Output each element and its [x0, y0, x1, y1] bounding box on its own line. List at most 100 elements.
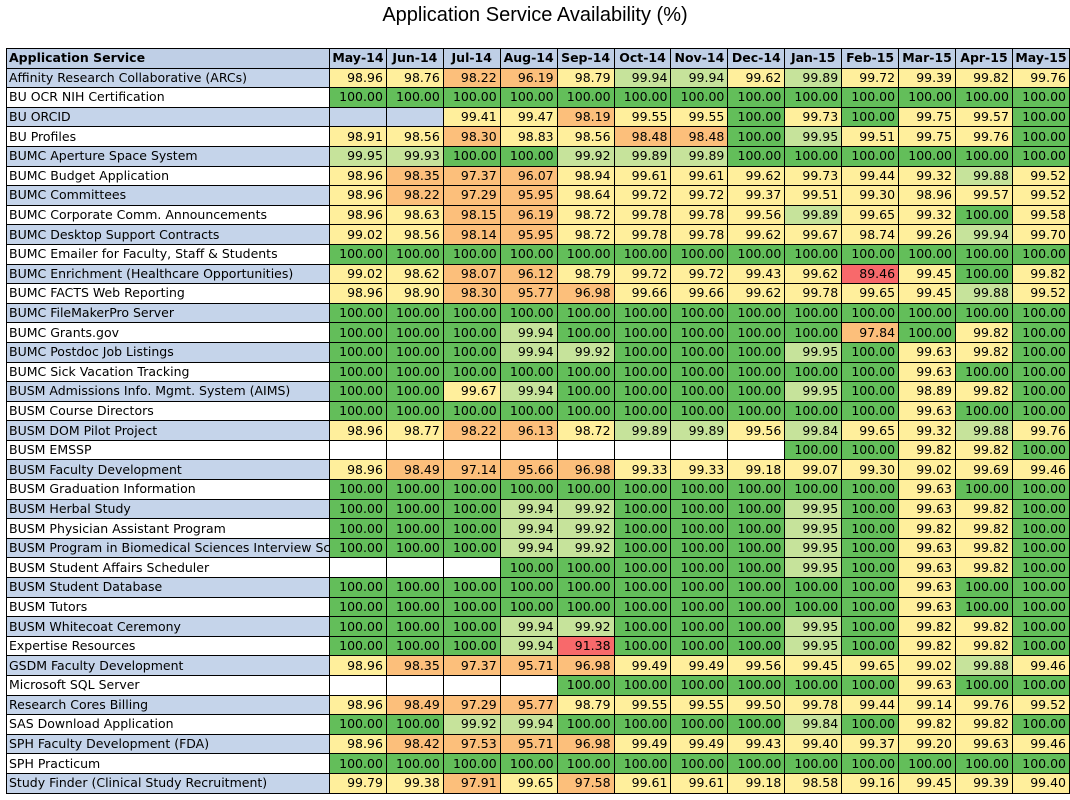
- availability-cell: 100.00: [727, 714, 786, 735]
- availability-cell: 99.78: [613, 224, 672, 245]
- service-name: Study Finder (Clinical Study Recruitment…: [6, 772, 330, 794]
- chart-title: Application Service Availability (%): [382, 4, 688, 26]
- availability-cell: 100.00: [613, 753, 672, 774]
- availability-cell: 99.84: [784, 714, 843, 735]
- availability-cell: 96.98: [556, 459, 615, 481]
- availability-cell: 100.00: [670, 753, 729, 774]
- availability-cell: 98.19: [556, 106, 615, 128]
- availability-cell: 99.88: [955, 283, 1013, 304]
- availability-cell: 95.71: [499, 733, 558, 755]
- availability-cell: 99.18: [727, 459, 786, 481]
- availability-cell: 99.46: [1011, 733, 1070, 755]
- availability-cell: 98.56: [385, 224, 444, 245]
- availability-cell: 100.00: [1011, 302, 1070, 324]
- service-name: Expertise Resources: [6, 635, 330, 657]
- availability-cell: 98.77: [385, 420, 444, 441]
- availability-cell: 100.00: [385, 498, 444, 520]
- availability-cell: 100.00: [556, 753, 615, 774]
- availability-cell: 99.82: [955, 714, 1013, 735]
- availability-cell: 98.48: [613, 126, 672, 147]
- availability-cell: 100.00: [841, 557, 900, 579]
- availability-cell: 99.82: [898, 439, 956, 461]
- availability-cell: 100.00: [1011, 381, 1070, 402]
- availability-cell: 99.58: [1011, 204, 1070, 226]
- availability-cell: 99.02: [328, 263, 387, 285]
- availability-cell: 100.00: [1011, 616, 1070, 637]
- availability-cell: 100.00: [613, 87, 672, 108]
- service-name: BUMC Sick Vacation Tracking: [6, 361, 330, 383]
- availability-cell: 100.00: [442, 635, 501, 657]
- availability-cell: 99.52: [1011, 165, 1070, 187]
- table-row: BU ORCID 99.41 99.47 98.19 99.55 99.55 100.00 9…: [6, 106, 1070, 128]
- availability-cell: 100.00: [841, 106, 900, 128]
- availability-cell: 99.63: [898, 361, 956, 383]
- table-row: BUMC Enrichment (Healthcare Opportunitie…: [6, 263, 1070, 285]
- availability-cell: 100.00: [442, 537, 501, 559]
- availability-cell: 98.63: [385, 204, 444, 226]
- availability-cell: 100.00: [898, 322, 956, 343]
- availability-cell: 100.00: [727, 243, 786, 265]
- availability-cell: 100.00: [328, 479, 387, 500]
- column-header: Apr-15: [955, 48, 1013, 69]
- service-name: BUSM Course Directors: [6, 400, 330, 422]
- availability-cell: 99.89: [784, 67, 843, 89]
- availability-cell: 100.00: [784, 322, 843, 343]
- availability-cell: [385, 106, 444, 128]
- availability-cell: 99.62: [727, 165, 786, 187]
- availability-cell: 100.00: [499, 596, 558, 618]
- availability-cell: 99.95: [784, 498, 843, 520]
- availability-cell: 100.00: [442, 400, 501, 422]
- availability-cell: 99.92: [556, 616, 615, 637]
- availability-cell: 100.00: [670, 714, 729, 735]
- availability-cell: 100.00: [442, 479, 501, 500]
- availability-cell: 99.62: [727, 283, 786, 304]
- availability-cell: 99.39: [955, 772, 1013, 794]
- availability-cell: 100.00: [670, 596, 729, 618]
- availability-cell: 99.75: [898, 106, 956, 128]
- availability-cell: 100.00: [727, 381, 786, 402]
- table-row: BUMC Committees 98.96 98.22 97.29 95.95 98.64…: [6, 185, 1070, 206]
- availability-cell: 99.82: [955, 381, 1013, 402]
- availability-cell: 100.00: [613, 635, 672, 657]
- table-row: Research Cores Billing 98.96 98.49 97.29 95.…: [6, 694, 1070, 716]
- availability-cell: 99.02: [898, 655, 956, 676]
- availability-cell: 99.16: [841, 772, 900, 794]
- availability-cell: 100.00: [556, 87, 615, 108]
- availability-cell: 100.00: [385, 635, 444, 657]
- availability-cell: 100.00: [328, 753, 387, 774]
- availability-cell: 99.20: [898, 733, 956, 755]
- availability-cell: 95.77: [499, 694, 558, 716]
- availability-cell: 100.00: [784, 577, 843, 598]
- availability-cell: 100.00: [1011, 87, 1070, 108]
- service-name: BUSM Whitecoat Ceremony: [6, 616, 330, 637]
- availability-cell: 99.61: [670, 772, 729, 794]
- availability-cell: 99.55: [613, 106, 672, 128]
- availability-heatmap: Application Service May-14 Jun-14 Jul-14 Au…: [6, 48, 1070, 794]
- availability-cell: 99.38: [385, 772, 444, 794]
- table-row: BUMC FileMakerPro Server 100.00 100.00 100.…: [6, 302, 1070, 324]
- availability-cell: 100.00: [613, 498, 672, 520]
- availability-cell: 99.84: [784, 420, 843, 441]
- availability-cell: 99.89: [670, 145, 729, 167]
- availability-cell: 100.00: [499, 753, 558, 774]
- availability-cell: 100.00: [556, 557, 615, 579]
- availability-cell: 100.00: [955, 479, 1013, 500]
- availability-cell: 99.94: [499, 714, 558, 735]
- service-name: BUMC Desktop Support Contracts: [6, 224, 330, 245]
- availability-cell: 100.00: [955, 263, 1013, 285]
- availability-cell: 100.00: [613, 479, 672, 500]
- service-name: SAS Download Application: [6, 714, 330, 735]
- availability-cell: [556, 439, 615, 461]
- availability-cell: 98.96: [328, 420, 387, 441]
- availability-cell: 100.00: [841, 381, 900, 402]
- availability-cell: 100.00: [1011, 106, 1070, 128]
- availability-cell: [328, 675, 387, 696]
- availability-cell: 100.00: [556, 243, 615, 265]
- availability-cell: 99.78: [613, 204, 672, 226]
- availability-cell: 100.00: [328, 381, 387, 402]
- availability-cell: 99.82: [955, 537, 1013, 559]
- availability-cell: 99.37: [841, 733, 900, 755]
- availability-cell: 100.00: [1011, 753, 1070, 774]
- service-name: BUSM EMSSP: [6, 439, 330, 461]
- availability-cell: 100.00: [499, 302, 558, 324]
